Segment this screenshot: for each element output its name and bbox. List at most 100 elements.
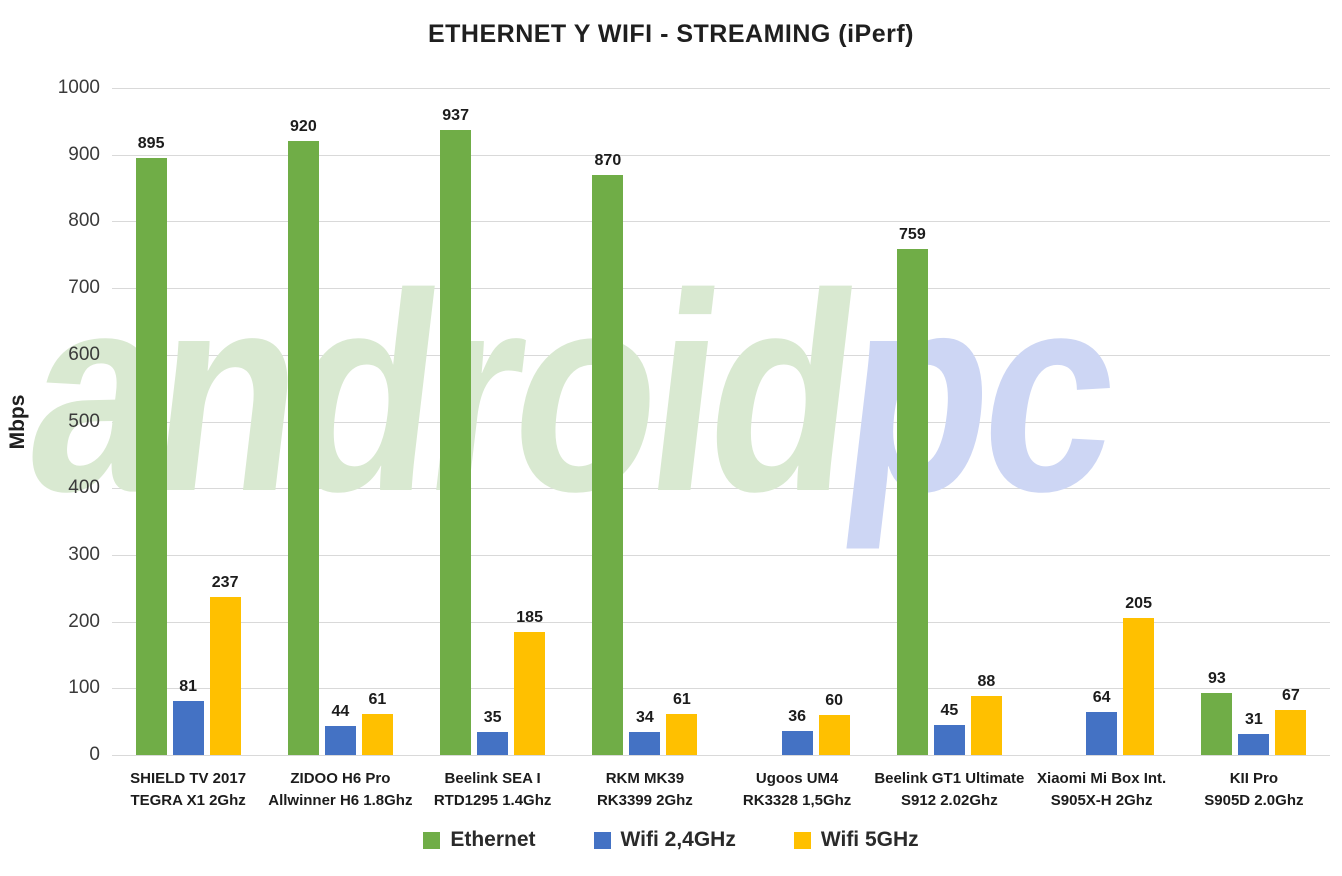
bar-ethernet-3 (592, 174, 624, 755)
bar-slot-0-1: 81 (172, 88, 204, 755)
plot-area: 895 81 237 920 44 61 937 35 185 870 34 61 36 60 759 45 8… (112, 88, 1330, 756)
legend-swatch-icon (423, 831, 441, 849)
bar-value-label: 35 (483, 708, 502, 726)
category-label-line: ZIDOO H6 Pro (290, 770, 391, 787)
y-tick-label-300: 300 (68, 543, 100, 565)
bar-value-label: 67 (1281, 687, 1300, 705)
bar-slot-6-1: 64 (1086, 88, 1118, 755)
bar-wifi-5ghz-3 (666, 714, 698, 755)
bar-wifi-5ghz-5 (970, 696, 1002, 755)
category-label-line: Beelink GT1 Ultimate (874, 770, 1025, 787)
bar-value-label: 88 (977, 673, 996, 691)
bar-wifi-2-4ghz-3 (629, 732, 661, 755)
bar-value-label: 60 (825, 691, 844, 709)
gridline-800 (112, 221, 1330, 223)
bar-slot-7-2: 67 (1275, 88, 1307, 755)
gridline-100 (112, 688, 1330, 690)
bar-value-label: 895 (137, 135, 165, 153)
category-label-5: Beelink GT1 Ultimate S912 2.02Ghz (873, 768, 1025, 812)
category-label-7: KII Pro S905D 2.0Ghz (1178, 768, 1330, 812)
x-axis-categories: SHIELD TV 2017 TEGRA X1 2Ghz ZIDOO H6 Pro A… (112, 768, 1330, 812)
bar-slot-5-1: 45 (933, 88, 965, 755)
gridline-900 (112, 154, 1330, 156)
legend-item-wifi-5ghz: Wifi 5GHz (793, 828, 919, 852)
category-label-line: RK3328 1,5Ghz (742, 792, 852, 809)
bar-value-label: 45 (940, 702, 959, 719)
category-label-1: ZIDOO H6 Pro Allwinner H6 1.8Ghz (264, 768, 416, 812)
y-tick-label-500: 500 (68, 410, 100, 432)
category-label-line: S905D 2.0Ghz (1204, 792, 1304, 809)
bar-slot-3-0: 870 (592, 88, 624, 755)
bar-group-1: 920 44 61 (264, 88, 416, 755)
bar-slot-2-0: 937 (440, 88, 472, 755)
category-label-3: RKM MK39 RK3399 2Ghz (569, 768, 721, 812)
category-label-line: KII Pro (1229, 770, 1279, 787)
y-tick-label-1000: 1000 (57, 77, 100, 98)
bar-slot-0-0: 895 (135, 88, 167, 755)
bar-slot-7-1: 31 (1238, 88, 1270, 755)
bar-value-label: 237 (211, 573, 239, 591)
bar-slot-4-2: 60 (818, 88, 850, 755)
bar-group-0: 895 81 237 (112, 88, 264, 755)
bar-wifi-5ghz-2 (514, 631, 546, 755)
gridline-0 (112, 755, 1330, 756)
bar-ethernet-5 (896, 248, 928, 755)
bar-value-label: 205 (1125, 595, 1152, 613)
category-label-2: Beelink SEA I RTD1295 1.4Ghz (417, 768, 569, 812)
chart-title: ETHERNET Y WIFI - STREAMING (iPerf) (427, 20, 915, 48)
bar-slot-1-2: 61 (361, 88, 393, 755)
bar-slot-6-2: 205 (1123, 88, 1155, 755)
bar-groups: 895 81 237 920 44 61 937 35 185 870 34 61 36 60 759 45 8… (112, 88, 1330, 755)
bar-wifi-5ghz-1 (361, 714, 393, 755)
y-axis-ticks: 0 100 200 300 400 500 600 700 800 900 1000 (0, 77, 100, 765)
bar-slot-2-1: 35 (477, 88, 509, 755)
gridline-1000 (112, 88, 1330, 89)
bar-slot-6-0 (1049, 88, 1080, 755)
bar-slot-3-2: 61 (666, 88, 698, 755)
y-tick-label-800: 800 (68, 210, 100, 232)
category-label-line: Ugoos UM4 (755, 770, 839, 787)
bar-value-label: 36 (788, 708, 807, 725)
bar-slot-4-1: 36 (781, 88, 813, 755)
bar-wifi-2-4ghz-2 (477, 731, 509, 755)
y-tick-label-700: 700 (68, 277, 100, 299)
category-label-4: Ugoos UM4 RK3328 1,5Ghz (721, 768, 873, 812)
bar-group-7: 93 31 67 (1178, 88, 1330, 755)
bar-wifi-5ghz-6 (1123, 618, 1155, 755)
bar-wifi-5ghz-4 (818, 714, 850, 755)
category-label-line: S905X-H 2Ghz (1050, 792, 1153, 809)
category-label-line: SHIELD TV 2017 (130, 770, 247, 787)
legend-item-wifi-2-4ghz: Wifi 2,4GHz (593, 828, 736, 852)
bar-slot-4-0 (745, 88, 776, 755)
category-label-line: Beelink SEA I (444, 770, 541, 787)
gridline-500 (112, 421, 1330, 423)
bar-ethernet-1 (287, 141, 319, 755)
bar-value-label: 31 (1244, 711, 1263, 729)
bar-value-label: 759 (899, 225, 926, 243)
gridline-700 (112, 288, 1330, 290)
bar-group-2: 937 35 185 (417, 88, 569, 755)
bar-slot-5-2: 88 (970, 88, 1002, 755)
bar-value-label: 937 (442, 107, 469, 125)
category-label-6: Xiaomi Mi Box Int. S905X-H 2Ghz (1026, 768, 1178, 812)
y-tick-label-600: 600 (68, 343, 100, 365)
gridline-400 (112, 488, 1330, 490)
legend-label: Wifi 2,4GHz (620, 828, 736, 851)
bar-wifi-2-4ghz-7 (1238, 734, 1270, 755)
category-label-line: Xiaomi Mi Box Int. (1037, 770, 1167, 787)
bar-value-label: 61 (672, 691, 691, 709)
category-label-line: RK3399 2Ghz (596, 792, 693, 809)
bar-value-label: 64 (1092, 689, 1111, 707)
y-tick-label-200: 200 (68, 610, 100, 632)
y-tick-label-900: 900 (68, 143, 100, 165)
legend-item-ethernet: Ethernet (423, 828, 536, 852)
bar-slot-0-2: 237 (209, 88, 241, 755)
bar-wifi-2-4ghz-4 (781, 731, 813, 755)
bar-group-4: 36 60 (721, 88, 873, 755)
category-label-line: Allwinner H6 1.8Ghz (268, 792, 413, 809)
bar-value-label: 44 (331, 702, 350, 720)
bar-value-label: 34 (635, 709, 654, 727)
category-label-line: S912 2.02Ghz (901, 792, 998, 809)
gridline-600 (112, 354, 1330, 356)
